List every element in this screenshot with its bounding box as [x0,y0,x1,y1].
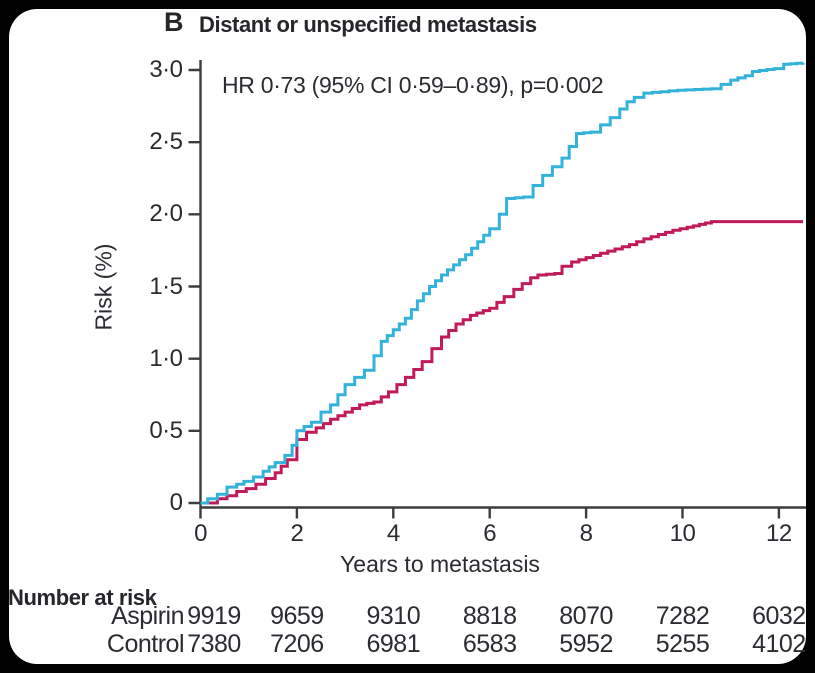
control-curve [200,61,805,505]
x-tick-label: 2 [290,520,304,547]
x-tick-label: 4 [386,520,400,547]
risk-value: 7282 [655,602,710,630]
y-tick-label: 2·0 [149,200,183,228]
figure-title: Distant or unspecified metastasis [199,12,537,37]
risk-value: 4102 [752,630,806,658]
risk-value: 6032 [752,602,806,630]
x-tick-label: 0 [194,520,207,547]
x-tick-label: 12 [766,520,792,547]
risk-value: 8070 [559,602,613,630]
white-panel [9,9,806,664]
risk-value: 5952 [559,630,613,658]
x-axis-label: Years to metastasis [340,551,540,577]
risk-row-label: Aspirin [111,602,184,630]
risk-value: 6583 [462,630,517,658]
y-tick-label: 1·5 [149,272,183,300]
risk-row-label: Control [106,630,185,658]
risk-value: 7380 [187,630,241,658]
x-tick-label: 10 [669,520,696,547]
y-tick-label: 3·0 [149,56,183,83]
axes [188,60,806,519]
y-tick-label: 1·0 [149,344,183,372]
panel-letter: B [164,7,184,37]
y-tick-label: 0·5 [149,416,183,444]
hazard-ratio-annotation: HR 0·73 (95% CI 0·59–0·89), p=0·002 [222,72,604,98]
risk-value: 5255 [655,630,710,658]
risk-value: 6981 [366,630,421,658]
aspirin-curve [200,220,803,505]
risk-value: 9310 [366,602,421,630]
x-tick-label: 6 [483,520,497,547]
y-tick-label: 2·5 [149,128,183,156]
x-tick-label: 8 [579,520,593,547]
risk-value: 9659 [270,602,324,630]
risk-value: 8818 [462,602,517,630]
risk-value: 7206 [270,630,324,658]
risk-value: 9919 [187,602,241,630]
number-at-risk-header: Number at risk [8,585,157,610]
y-tick-label: 0 [169,489,183,516]
